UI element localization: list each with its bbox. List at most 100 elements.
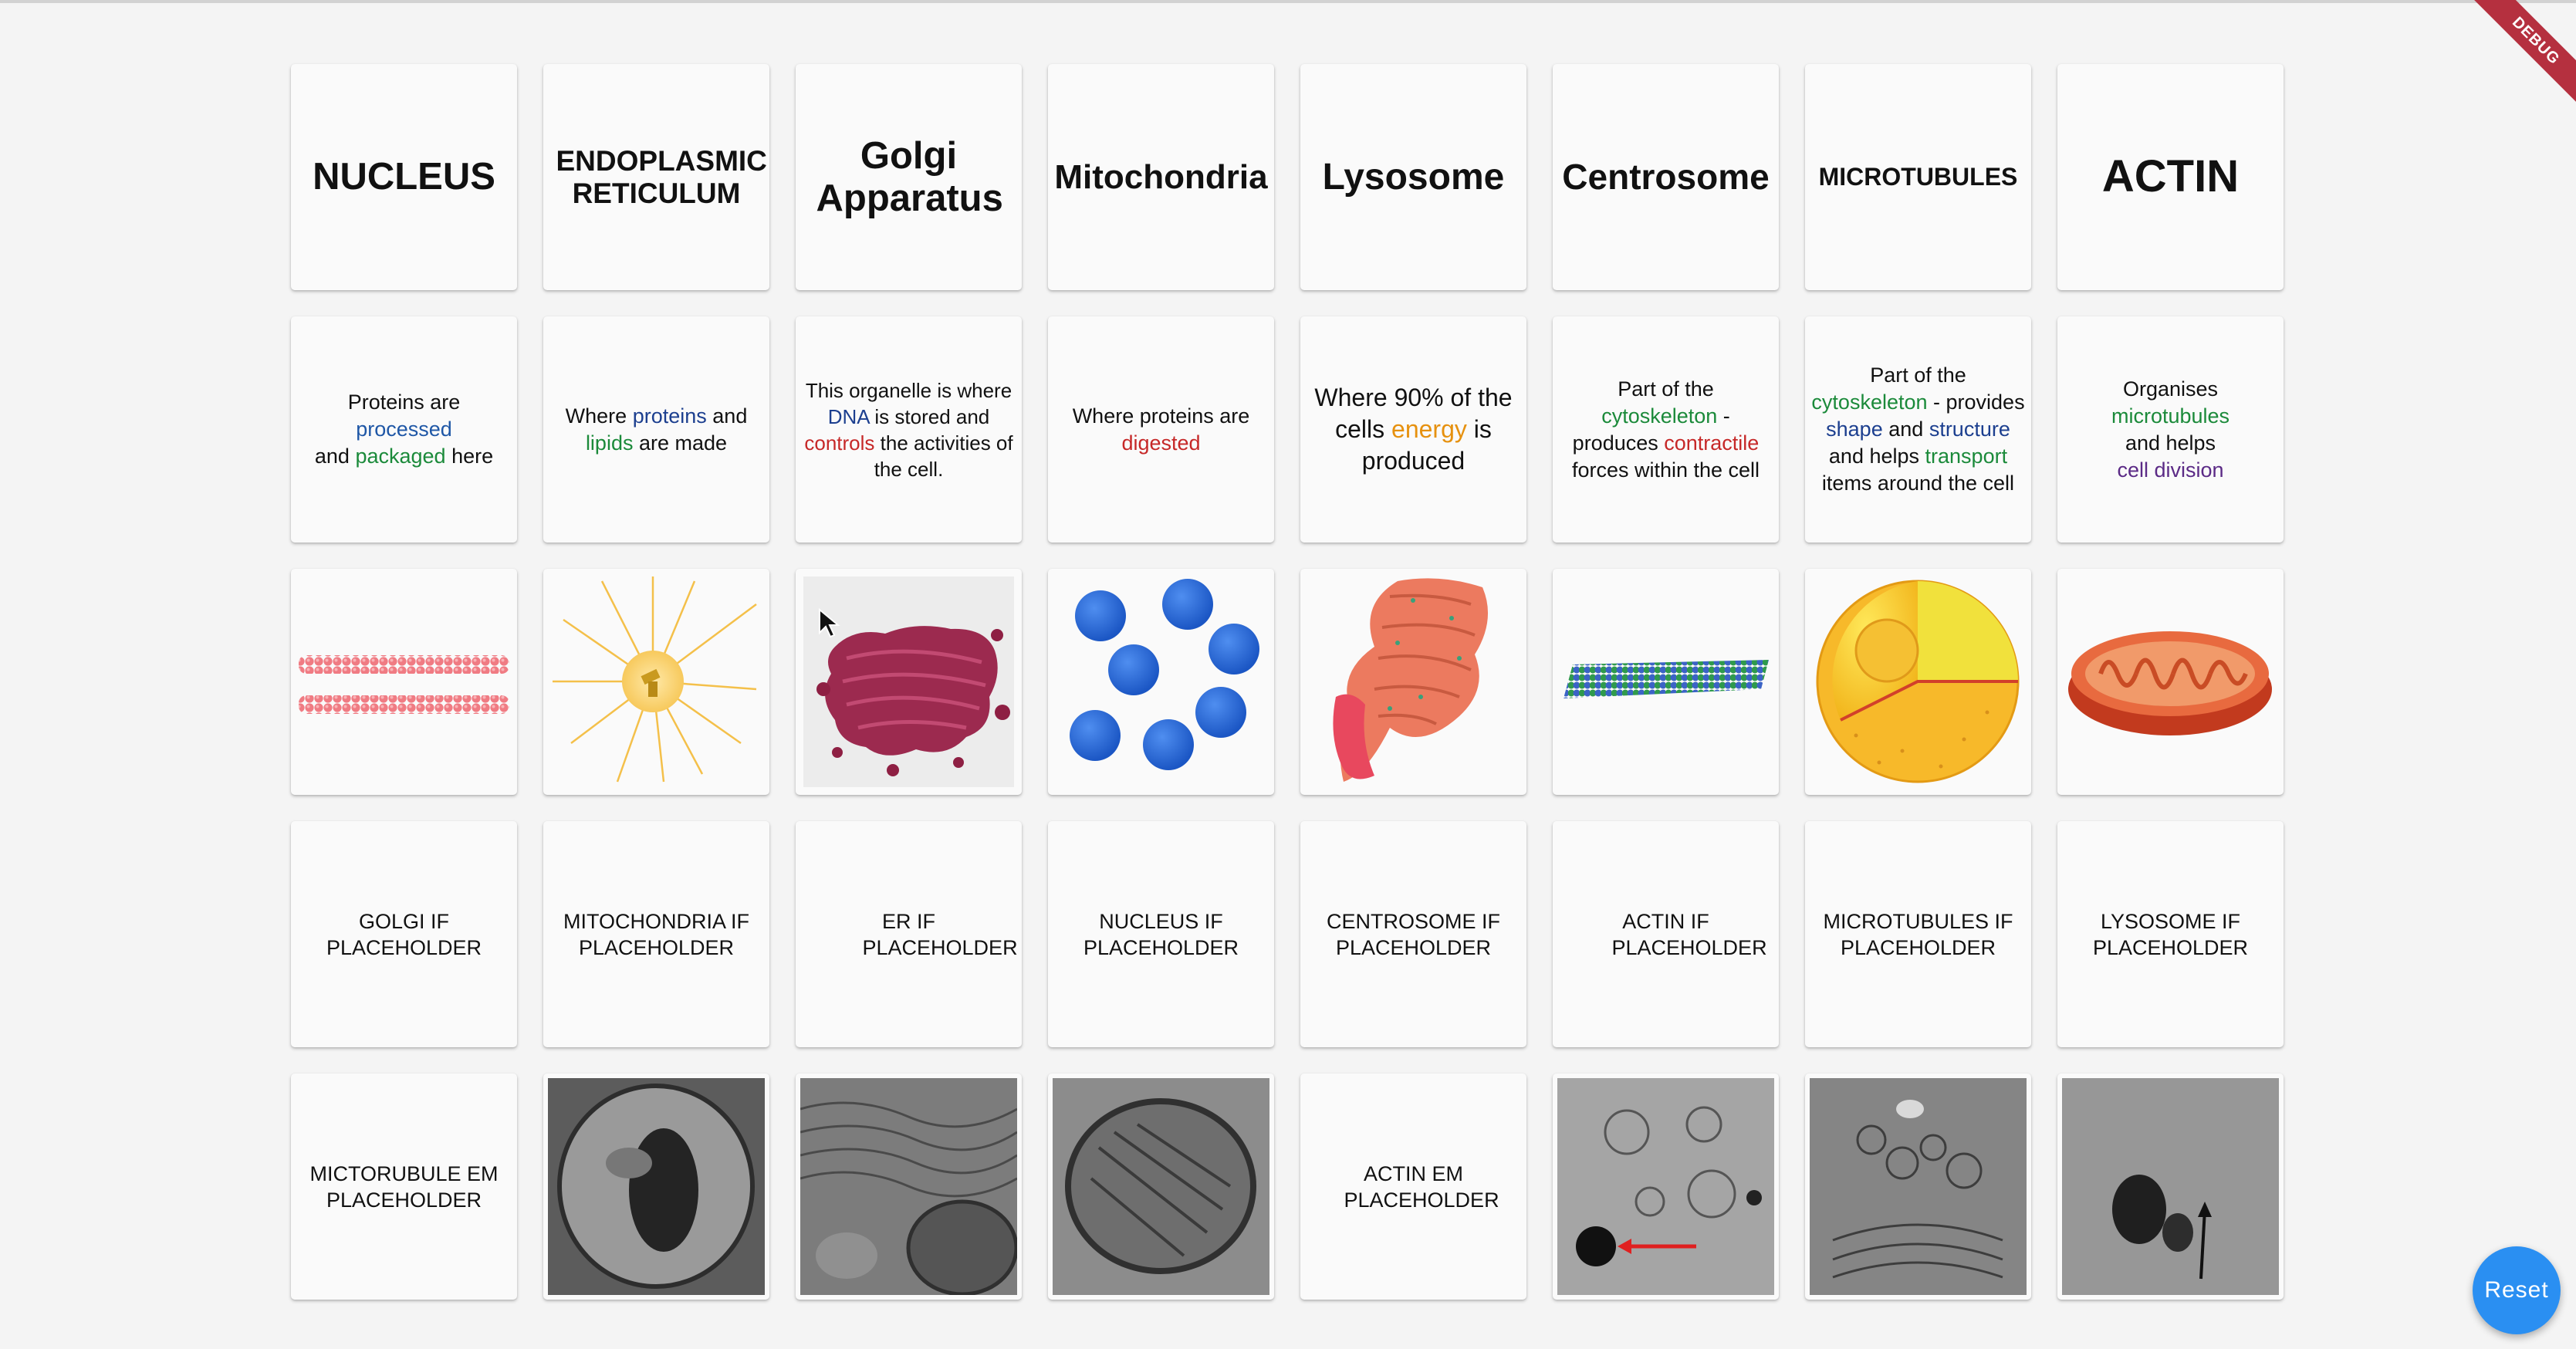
card-image-lysosomes[interactable] <box>1048 569 1274 795</box>
if-placeholder-text: CENTROSOME IF PLACEHOLDER <box>1326 909 1500 959</box>
card-title-mitochondria[interactable]: Mitochondria <box>1048 64 1274 290</box>
card-em-actin[interactable]: ACTIN EM PLACEHOLDER <box>1300 1073 1526 1300</box>
em-centrosome-micrograph <box>2062 1078 2279 1295</box>
card-title-lysosome[interactable]: Lysosome <box>1300 64 1526 290</box>
card-image-microtubule[interactable] <box>1553 569 1779 795</box>
card-desc-lysosome[interactable]: Where proteins are digested <box>1048 316 1274 543</box>
card-desc-nucleus[interactable]: This organelle is where DNA is stored an… <box>796 316 1022 543</box>
actin-filaments-illustration <box>299 655 509 714</box>
card-title-text: Golgi Apparatus <box>816 134 1003 219</box>
card-desc-centrosome[interactable]: Organises microtubules and helps cell di… <box>2057 316 2284 543</box>
desc-text: Organises <box>2122 377 2219 401</box>
card-desc-golgi[interactable]: Proteins are processed and packaged here <box>291 316 517 543</box>
card-image-mitochondrion[interactable] <box>2057 569 2284 795</box>
card-if-er[interactable]: ER IF PLACEHOLDER <box>796 821 1022 1047</box>
card-image-centrosome[interactable] <box>543 569 769 795</box>
card-if-mitochondria[interactable]: MITOCHONDRIA IF PLACEHOLDER <box>543 821 769 1047</box>
card-image-er[interactable] <box>1300 569 1526 795</box>
desc-keyword: microtubules <box>2111 404 2230 428</box>
desc-keyword: lipids <box>585 431 634 455</box>
desc-keyword: contractile <box>1664 431 1760 455</box>
card-if-nucleus[interactable]: NUCLEUS IF PLACEHOLDER <box>1048 821 1274 1047</box>
nucleus-illustration <box>1816 580 2020 783</box>
card-if-golgi[interactable]: GOLGI IF PLACEHOLDER <box>291 821 517 1047</box>
card-em-er[interactable] <box>796 1073 1022 1300</box>
desc-text: and <box>712 404 748 428</box>
card-title-text: NUCLEUS <box>313 156 495 198</box>
card-em-centrosome[interactable] <box>2057 1073 2284 1300</box>
card-if-actin[interactable]: ACTIN IF PLACEHOLDER <box>1553 821 1779 1047</box>
em-er-micrograph <box>800 1078 1017 1295</box>
card-description: Proteins are processed and packaged here <box>306 389 502 470</box>
if-placeholder-text: GOLGI IF PLACEHOLDER <box>326 909 482 959</box>
desc-keyword: cytoskeleton <box>1811 390 1928 414</box>
card-title-text: ENDOPLASMIC RETICULUM <box>556 145 767 209</box>
if-placeholder-text: NUCLEUS IF PLACEHOLDER <box>1083 909 1239 959</box>
card-em-nucleus[interactable] <box>543 1073 769 1300</box>
em-nucleus-micrograph <box>548 1078 765 1295</box>
desc-text: is produced <box>1361 415 1492 475</box>
card-description: Part of the cytoskeleton - provides shap… <box>1805 362 2031 497</box>
card-image-actin[interactable] <box>291 569 517 795</box>
desc-text: and helps <box>1828 445 1920 468</box>
desc-keyword: digested <box>1121 431 1201 455</box>
card-em-mitochondria[interactable] <box>1048 1073 1274 1300</box>
card-title-text: ACTIN <box>2101 151 2240 202</box>
card-title-text: MICROTUBULES <box>1818 162 2018 191</box>
em-mitochondria-micrograph <box>1053 1078 1269 1295</box>
if-placeholder-text: MITOCHONDRIA IF PLACEHOLDER <box>563 909 749 959</box>
em-placeholder-text: MICTORUBULE EM PLACEHOLDER <box>309 1161 499 1212</box>
desc-text: and <box>1888 418 1924 441</box>
desc-text: Where proteins are <box>1072 404 1250 428</box>
card-title-text: Lysosome <box>1322 156 1505 198</box>
card-desc-er[interactable]: Where proteins and lipids are made <box>543 316 769 543</box>
memory-card-grid: NUCLEUS ENDOPLASMIC RETICULUM Golgi Appa… <box>291 64 2284 1300</box>
card-desc-actin[interactable]: Part of the cytoskeleton - produces cont… <box>1553 316 1779 543</box>
debug-banner: DEBUG <box>2465 0 2576 112</box>
lysosomes-illustration <box>1070 579 1259 770</box>
desc-text: the activities of the cell. <box>874 431 1013 481</box>
desc-keyword: controls <box>804 431 875 455</box>
card-title-golgi[interactable]: Golgi Apparatus <box>796 64 1022 290</box>
card-desc-mitochondria[interactable]: Where 90% of the cells energy is produce… <box>1300 316 1526 543</box>
card-em-lysosome[interactable] <box>1553 1073 1779 1300</box>
desc-text: is stored and <box>874 404 990 428</box>
desc-text: Where 90% of the cells <box>1314 384 1513 443</box>
card-desc-microtubules[interactable]: Part of the cytoskeleton - provides shap… <box>1805 316 2031 543</box>
top-border <box>0 0 2576 3</box>
desc-keyword: DNA <box>827 404 870 428</box>
mitochondrion-illustration <box>2068 631 2272 735</box>
card-if-centrosome[interactable]: CENTROSOME IF PLACEHOLDER <box>1300 821 1526 1047</box>
centrosome-illustration <box>553 576 757 783</box>
card-title-actin[interactable]: ACTIN <box>2057 64 2284 290</box>
microtubule-illustration <box>1564 660 1769 698</box>
if-placeholder-text: LYSOSOME IF PLACEHOLDER <box>2092 909 2249 959</box>
desc-keyword: proteins <box>632 404 707 428</box>
desc-text: forces within the cell <box>1571 458 1760 482</box>
card-title-nucleus[interactable]: NUCLEUS <box>291 64 517 290</box>
em-lysosome-micrograph <box>1557 1078 1774 1295</box>
desc-keyword: packaged <box>355 445 446 468</box>
desc-text: Part of the <box>1618 377 1714 401</box>
desc-text: and helps <box>2125 431 2216 455</box>
desc-text: Where <box>565 404 627 428</box>
desc-text: and <box>314 445 350 468</box>
desc-keyword: energy <box>1391 415 1467 443</box>
desc-keyword: transport <box>1925 445 2008 468</box>
card-if-lysosome[interactable]: LYSOSOME IF PLACEHOLDER <box>2057 821 2284 1047</box>
card-if-microtubules[interactable]: MICROTUBULES IF PLACEHOLDER <box>1805 821 2031 1047</box>
card-em-microtubule[interactable]: MICTORUBULE EM PLACEHOLDER <box>291 1073 517 1300</box>
card-image-golgi[interactable] <box>796 569 1022 795</box>
card-title-centrosome[interactable]: Centrosome <box>1553 64 1779 290</box>
card-title-text: Mitochondria <box>1054 157 1268 196</box>
card-description: Where proteins are digested <box>1060 403 1263 457</box>
reset-button[interactable]: Reset <box>2473 1246 2561 1334</box>
card-description: Part of the cytoskeleton - produces cont… <box>1553 376 1779 484</box>
card-title-er[interactable]: ENDOPLASMIC RETICULUM <box>543 64 769 290</box>
desc-keyword: structure <box>1929 418 2010 441</box>
card-em-golgi[interactable] <box>1805 1073 2031 1300</box>
card-title-microtubules[interactable]: MICROTUBULES <box>1805 64 2031 290</box>
card-image-nucleus[interactable] <box>1805 569 2031 795</box>
card-description: This organelle is where DNA is stored an… <box>796 377 1022 482</box>
desc-keyword: cytoskeleton <box>1601 404 1718 428</box>
